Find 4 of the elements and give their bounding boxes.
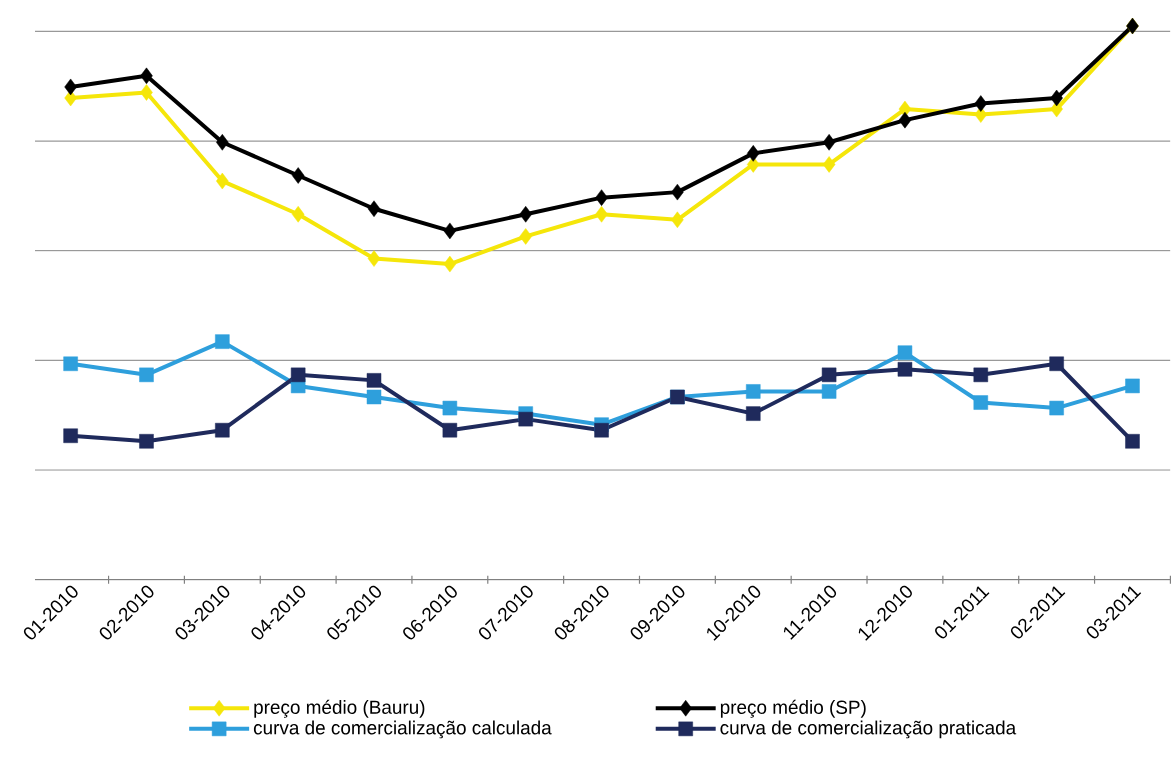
legend-label: preço médio (SP) <box>720 700 866 718</box>
legend-label: curva de comercialização praticada <box>720 720 1017 739</box>
legend-label: preço médio (Bauru) <box>254 700 425 718</box>
legend-label: curva de comercialização calculada <box>253 720 552 739</box>
